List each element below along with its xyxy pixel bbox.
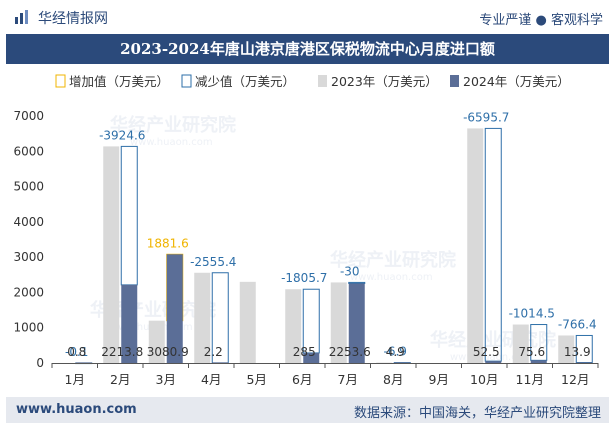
x-tick-label: 1月 xyxy=(65,372,85,387)
bars-layer xyxy=(57,127,593,365)
legend-swatch-increase xyxy=(55,74,66,88)
data-labels: -0.10.8 -3924.6 2213.8 1881.6 3080.9 -2555.4 2… xyxy=(65,110,597,359)
value-label-2024: 2213.8 xyxy=(101,345,143,359)
x-tick-label: 7月 xyxy=(338,372,358,387)
watermark-url: www.huaon.com xyxy=(350,272,433,283)
y-tick-label: 6000 xyxy=(13,144,44,158)
legend-swatch-decrease xyxy=(181,74,192,88)
legend: 增加值（万美元） 减少值（万美元） 2023年（万美元） 2024年（万美元） xyxy=(55,74,570,89)
bar-2024 xyxy=(485,361,502,363)
change-label: -3924.6 xyxy=(99,128,145,142)
y-axis: 0 1000 2000 3000 4000 5000 6000 7000 xyxy=(13,109,44,370)
value-label-2024: 2.2 xyxy=(204,345,223,359)
bar-2024 xyxy=(212,362,229,363)
footer-source: 数据来源：中国海关，华经产业研究院整理 xyxy=(353,406,601,421)
bar-2023 xyxy=(512,324,529,363)
y-tick-label: 4000 xyxy=(13,215,44,229)
decrease-box xyxy=(484,127,502,362)
legend-label-decrease: 减少值（万美元） xyxy=(195,74,295,89)
bar-2023 xyxy=(194,272,211,363)
bar-2024 xyxy=(394,362,411,363)
value-label-2024: 13.9 xyxy=(564,345,591,359)
watermark-text: 华经产业研究院 xyxy=(330,249,456,271)
decrease-box xyxy=(348,281,366,284)
x-tick-label: 8月 xyxy=(383,372,403,387)
x-tick-label: 10月 xyxy=(470,372,498,387)
change-label: -6595.7 xyxy=(463,110,509,124)
footer-bar: www.huaon.com 数据来源：中国海关，华经产业研究院整理 xyxy=(6,397,609,423)
bar-2024 xyxy=(166,254,183,363)
slogan: 专业严谨 ● 客观科学 xyxy=(479,13,603,28)
value-label-2024: 4.9 xyxy=(386,345,405,359)
y-tick-label: 1000 xyxy=(13,321,44,335)
bar-2024 xyxy=(576,362,593,363)
watermark-text: 华经产业研究院 xyxy=(110,114,236,136)
watermark-url: www.huaon.com xyxy=(450,352,533,363)
y-tick-label: 7000 xyxy=(13,109,44,123)
x-tick-label: 2月 xyxy=(110,372,130,387)
legend-label-y2024: 2024年（万美元） xyxy=(463,74,570,89)
legend-label-y2023: 2023年（万美元） xyxy=(331,74,438,89)
decrease-box xyxy=(120,145,138,286)
change-label: 1881.6 xyxy=(147,236,189,250)
x-tick-label: 3月 xyxy=(156,372,176,387)
value-label-2024: 0.8 xyxy=(67,345,86,359)
bar-2024 xyxy=(530,360,547,363)
legend-label-increase: 增加值（万美元） xyxy=(69,74,169,89)
y-tick-label: 5000 xyxy=(13,180,44,194)
bar-2023 xyxy=(558,335,575,363)
y-tick-label: 2000 xyxy=(13,285,44,299)
value-label-2024: 2253.6 xyxy=(329,345,371,359)
bar-2023 xyxy=(330,282,347,363)
title-bar: 2023-2024年唐山港京唐港区保税物流中心月度进口额 xyxy=(6,34,609,64)
decrease-box xyxy=(302,288,320,354)
value-label-2024: 52.5 xyxy=(473,345,500,359)
change-label: -1014.5 xyxy=(509,307,555,321)
x-tick-label: 9月 xyxy=(429,372,449,387)
legend-swatch-y2024 xyxy=(450,75,459,87)
chart-area: 华经产业研究院www.huaon.com华经产业研究院www.huaon.com… xyxy=(13,74,599,387)
bar-2024 xyxy=(348,283,365,363)
x-tick-label: 5月 xyxy=(247,372,267,387)
y-tick-label: 0 xyxy=(36,356,44,370)
value-label-2024: 3080.9 xyxy=(147,345,189,359)
value-label-2024: 285 xyxy=(293,345,316,359)
top-bar: 华经情报网 专业严谨 ● 客观科学 xyxy=(0,0,615,34)
y-tick-label: 3000 xyxy=(13,250,44,264)
change-label: -2555.4 xyxy=(190,255,236,269)
footer-website: www.huaon.com xyxy=(16,402,137,417)
change-label: -6.9 xyxy=(384,345,407,359)
x-tick-label: 6月 xyxy=(292,372,312,387)
watermark-url: www.huaon.com xyxy=(130,137,213,148)
bar-2024 xyxy=(303,352,320,363)
change-label: -766.4 xyxy=(558,317,597,331)
change-label: -1805.7 xyxy=(281,271,327,285)
bar-2024 xyxy=(75,362,92,363)
bar-2023 xyxy=(148,320,165,363)
bar-logo-icon xyxy=(15,10,28,24)
bar-2023 xyxy=(103,146,120,363)
x-axis: 1月 2月 3月 4月 5月 6月 7月 8月 9月 10月 11月 12月 xyxy=(51,363,599,387)
bar-2023 xyxy=(285,289,302,363)
x-tick-label: 12月 xyxy=(561,372,589,387)
change-label: -0.1 xyxy=(65,345,88,359)
bar-2023 xyxy=(239,281,256,363)
change-label: -30 xyxy=(340,264,360,278)
x-tick-label: 11月 xyxy=(516,372,544,387)
value-label-2024: 75.6 xyxy=(518,345,545,359)
chart-title: 2023-2024年唐山港京唐港区保税物流中心月度进口额 xyxy=(120,40,495,58)
bar-2024 xyxy=(121,284,138,363)
brand-name: 华经情报网 xyxy=(38,11,108,27)
legend-swatch-y2023 xyxy=(318,75,327,87)
x-tick-label: 4月 xyxy=(201,372,221,387)
bar-2023 xyxy=(467,128,484,363)
